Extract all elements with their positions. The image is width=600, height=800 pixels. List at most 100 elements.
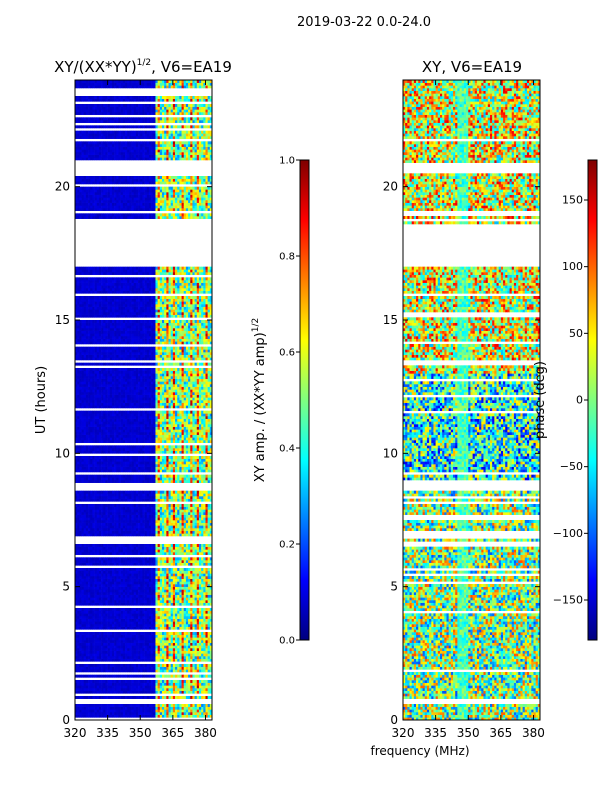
left-heat-cell [94,621,98,625]
left-heat-cell [157,570,161,574]
left-heat-cell [138,466,141,470]
left-heat-cell [114,576,117,579]
left-heat-cell [96,674,100,678]
left-heat-cell [114,709,117,713]
left-heat-cell [183,469,187,473]
left-heat-cell [77,645,80,649]
left-heat-cell [88,594,91,598]
left-heat-cell [172,613,176,617]
left-heat-cell [148,520,152,523]
left-heat-cell [157,493,161,497]
left-heat-cell [192,592,195,595]
left-heat-cell [103,632,106,635]
left-heat-cell [153,696,156,699]
left-heat-cell [177,544,180,547]
left-heat-cell [140,634,143,638]
left-heat-cell [103,530,106,534]
left-heat-cell [101,658,104,662]
left-heat-cell [77,586,80,590]
left-heat-cell [96,498,100,502]
left-heat-cell [170,602,174,606]
left-heat-cell [198,709,202,713]
left-heat-cell [207,474,211,478]
left-heat-cell [192,664,195,667]
left-heat-cell [142,549,145,553]
left-heat-cell [207,552,211,555]
left-heat-cell [92,589,95,593]
left-heat-cell [94,592,98,595]
left-heat-cell [122,514,126,518]
left-heat-cell [131,664,135,667]
left-heat-cell [114,674,117,678]
left-heat-cell [120,709,124,713]
left-heat-cell [98,669,102,673]
left-heat-cell [166,597,169,601]
left-heat-cell [170,458,174,462]
left-heat-cell [125,498,128,502]
left-heat-cell [90,477,93,481]
left-heat-cell [85,589,89,593]
left-heat-cell [96,592,100,595]
left-heat-cell [85,520,89,523]
left-heat-cell [164,626,167,630]
left-heat-cell [198,616,202,619]
left-heat-cell [183,464,187,467]
left-heat-cell [75,666,78,670]
left-heat-cell [172,458,176,462]
left-heat-cell [164,592,167,595]
left-heat-cell [111,632,115,635]
left-heat-cell [77,650,80,654]
left-heat-cell [148,477,152,481]
left-heat-cell [122,632,126,635]
left-heat-cell [133,530,137,534]
left-heat-cell [172,666,176,670]
left-heat-cell [203,546,206,550]
left-heat-cell [155,493,158,497]
left-heat-cell [155,624,158,627]
left-heat-cell [92,458,95,462]
left-heat-cell [81,650,84,654]
left-heat-cell [107,530,111,534]
left-heat-cell [196,504,200,507]
left-heat-cell [203,621,206,625]
left-heat-cell [88,584,91,587]
left-heat-cell [192,461,195,465]
left-heat-cell [77,477,80,481]
left-heat-cell [101,480,104,483]
left-heat-cell [94,581,98,585]
left-heat-cell [138,658,141,662]
left-heat-cell [127,669,130,673]
left-heat-cell [118,581,121,585]
left-heat-cell [142,656,145,659]
left-heat-cell [201,658,204,662]
left-heat-cell [127,613,130,617]
left-heat-cell [170,517,174,521]
left-heat-cell [125,624,128,627]
left-heat-cell [88,688,91,691]
left-heat-cell [179,712,182,715]
left-heat-cell [164,533,167,537]
left-heat-cell [194,514,198,518]
left-heat-cell [88,690,91,694]
left-heat-cell [83,594,87,598]
left-heat-cell [203,610,206,614]
left-heat-cell [175,602,178,606]
left-heat-cell [177,466,180,470]
left-heat-cell [166,613,169,617]
left-heat-cell [203,600,206,603]
left-heat-cell [205,597,208,601]
left-heat-cell [168,589,171,593]
left-heat-cell [172,469,176,473]
left-heat-cell [209,584,213,587]
left-heat-cell [103,656,106,659]
left-heat-cell [107,621,111,625]
left-heat-cell [140,602,143,606]
left-heat-cell [159,685,163,689]
left-heat-cell [207,680,211,683]
left-heat-cell [161,696,165,699]
left-heat-cell [170,469,174,473]
left-heat-cell [175,613,178,617]
left-heat-cell [198,464,202,467]
left-heat-cell [94,624,98,627]
left-heat-cell [192,626,195,630]
